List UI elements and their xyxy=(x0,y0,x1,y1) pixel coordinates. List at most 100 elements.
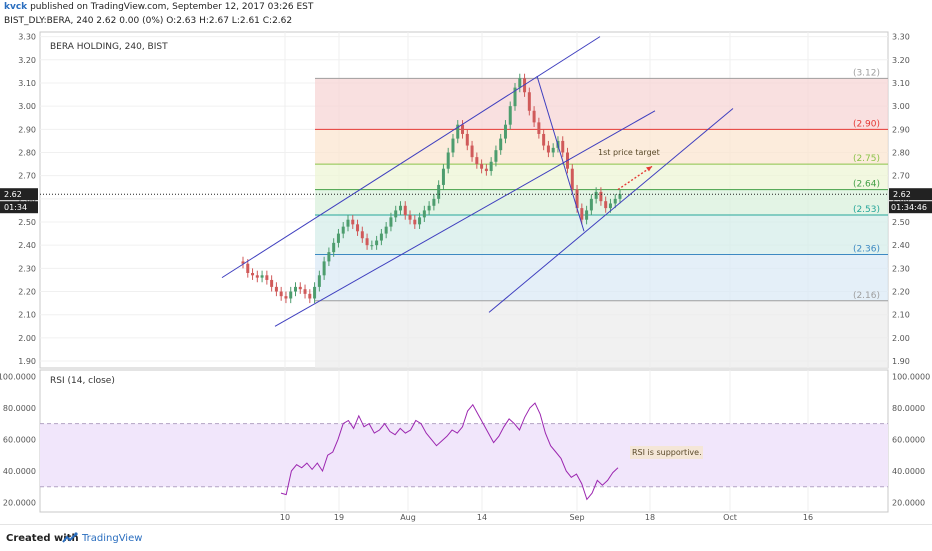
candle-body xyxy=(274,286,278,292)
candle-body xyxy=(608,203,612,209)
candle-body xyxy=(432,198,436,206)
price-y-tick-left: 2.20 xyxy=(18,288,36,297)
publish-line: kvck published on TradingView.com, Septe… xyxy=(4,2,313,12)
x-tick-label: Aug xyxy=(400,513,416,522)
candle-body xyxy=(303,289,307,294)
candle-body xyxy=(241,261,245,264)
price-y-tick-left: 3.10 xyxy=(18,79,36,88)
candle-body xyxy=(308,293,312,299)
target-arrow-line xyxy=(617,165,653,191)
x-tick-label: 16 xyxy=(803,513,813,522)
fib-zone xyxy=(315,129,888,165)
candle-body xyxy=(513,87,517,107)
price-y-tick-left: 2.40 xyxy=(18,241,36,250)
author-link[interactable]: kvck xyxy=(4,2,28,12)
candle-body xyxy=(527,92,531,111)
candle-body xyxy=(594,191,598,199)
tradingview-brand-link[interactable]: TradingView xyxy=(82,533,143,544)
footer: Created with TradingView xyxy=(0,524,932,551)
candle-body xyxy=(346,219,350,227)
candle-body xyxy=(508,106,512,125)
candle-body xyxy=(403,205,407,216)
candle-body xyxy=(246,263,250,273)
price-y-tick-right: 2.00 xyxy=(892,334,910,343)
candle-body xyxy=(384,226,388,234)
candle-body xyxy=(398,205,402,211)
rsi-y-tick-left: 80.0000 xyxy=(3,404,36,413)
price-panel[interactable]: 1.90 1.90 2.00 2.00 2.10 2.10 2.20 2.20 2.30 2.30… xyxy=(0,31,932,369)
candle-body xyxy=(570,168,574,190)
candle-body xyxy=(293,286,297,292)
countdown-right: 01:34:46 xyxy=(891,203,927,212)
candle-body xyxy=(336,233,340,243)
price-y-tick-left: 1.90 xyxy=(18,357,36,366)
candle-body xyxy=(465,133,469,146)
fib-level-label: (2.53) xyxy=(853,205,880,215)
price-y-tick-left: 2.10 xyxy=(18,311,36,320)
candle-body xyxy=(327,252,331,262)
candle-body xyxy=(408,215,412,220)
rsi-y-tick-left: 40.0000 xyxy=(3,467,36,476)
candle-body xyxy=(255,275,259,278)
last-price-right: 2.62 xyxy=(893,190,911,199)
trend-line[interactable] xyxy=(536,75,585,232)
rsi-y-tick-right: 40.0000 xyxy=(892,467,925,476)
x-tick-label: Oct xyxy=(723,513,737,522)
candle-body xyxy=(356,224,360,232)
fib-zone xyxy=(315,215,888,255)
candle-body xyxy=(575,189,579,209)
price-y-tick-right: 2.80 xyxy=(892,148,910,157)
fib-level-label: (3.12) xyxy=(853,68,880,78)
candle-body xyxy=(551,147,555,153)
candle-body xyxy=(456,124,460,139)
price-y-tick-left: 3.20 xyxy=(18,56,36,65)
candle-body xyxy=(260,275,264,278)
candle-body xyxy=(546,145,550,153)
candle-body xyxy=(470,145,474,158)
price-y-tick-right: 1.90 xyxy=(892,357,910,366)
rsi-panel-title: RSI (14, close) xyxy=(50,376,115,386)
candle-body xyxy=(618,194,622,199)
chart-canvas[interactable]: 1.90 1.90 2.00 2.00 2.10 2.10 2.20 2.20 2.30 2.30… xyxy=(0,30,932,524)
trend-line[interactable] xyxy=(274,110,656,327)
price-y-tick-left: 2.50 xyxy=(18,218,36,227)
created-with-label: Created with xyxy=(6,533,79,544)
price-y-tick-right: 2.90 xyxy=(892,125,910,134)
fib-zone xyxy=(315,254,888,301)
time-axis[interactable]: 10 19 Aug 14 Sep 18 Oct 16 xyxy=(280,513,813,522)
candle-body xyxy=(370,245,374,247)
price-y-tick-left: 2.80 xyxy=(18,148,36,157)
candle-body xyxy=(542,133,546,146)
candle-body xyxy=(532,110,536,123)
rsi-line[interactable] xyxy=(280,402,619,501)
candle-body xyxy=(484,168,488,172)
x-tick-label: 18 xyxy=(645,513,655,522)
rsi-y-tick-right: 60.0000 xyxy=(892,435,925,444)
rsi-note-bg xyxy=(630,446,703,459)
last-price-left: 2.62 xyxy=(4,190,22,199)
fib-zone xyxy=(315,78,888,130)
candle-body xyxy=(613,198,617,204)
x-tick-label: 10 xyxy=(280,513,290,522)
target-arrow-head xyxy=(646,166,652,172)
candle-body xyxy=(599,191,603,202)
candle-body xyxy=(332,242,336,253)
fib-level-label: (2.64) xyxy=(853,180,880,190)
candle-body xyxy=(265,275,269,280)
fib-level-label: (2.36) xyxy=(853,244,880,254)
candle-body xyxy=(475,157,479,165)
fib-level-label: (2.16) xyxy=(853,291,880,301)
price-y-tick-right: 2.30 xyxy=(892,264,910,273)
rsi-y-tick-right: 80.0000 xyxy=(892,404,925,413)
price-y-tick-right: 3.00 xyxy=(892,102,910,111)
trend-line[interactable] xyxy=(488,108,734,313)
fib-level-label: (2.90) xyxy=(853,119,880,129)
rsi-panel[interactable]: 20.0000 20.0000 40.0000 40.0000 60.0000 60.00… xyxy=(0,369,930,513)
candle-body xyxy=(389,217,393,227)
candle-body xyxy=(561,140,565,153)
price-y-tick-right: 2.70 xyxy=(892,172,910,181)
candle-body xyxy=(365,238,369,246)
candle-body xyxy=(537,122,541,134)
rsi-y-tick-left: 100.0000 xyxy=(0,372,36,381)
price-y-tick-left: 2.90 xyxy=(18,125,36,134)
